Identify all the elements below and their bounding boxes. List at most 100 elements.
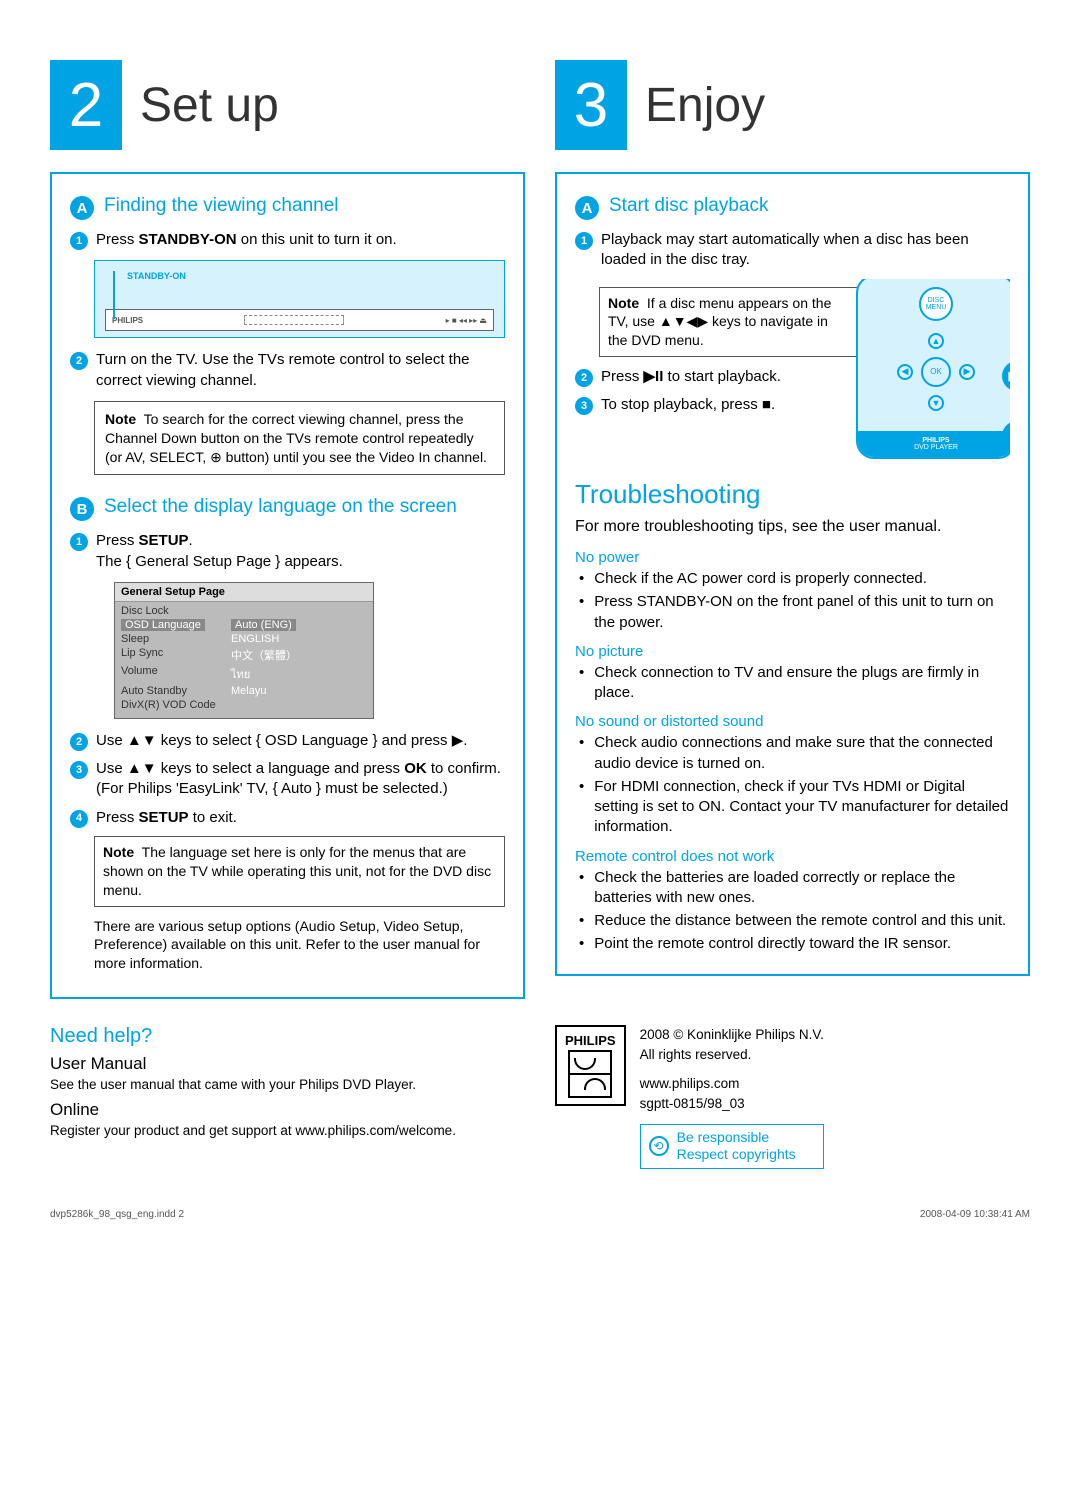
osd-row: SleepENGLISH [121, 632, 367, 646]
ts-item: Check if the AC power cord is properly c… [579, 569, 1010, 589]
dpad-icon: OK ▲ ▼ ◀ ▶ [891, 327, 981, 417]
indd-timestamp: 2008-04-09 10:38:41 AM [920, 1209, 1030, 1220]
step-c1-text: Playback may start automatically when a … [601, 230, 1010, 271]
copyright-info: 2008 © Koninklijke Philips N.V. All righ… [640, 1025, 824, 1168]
osd-cell: Volume [121, 664, 231, 684]
osd-row: Volumeไทย [121, 664, 367, 684]
step-a2: 2 Turn on the TV. Use the TVs remote con… [70, 350, 505, 391]
step-num-3c-icon: 3 [575, 397, 593, 415]
letter-badge-b: B [70, 497, 94, 521]
step-num-4b-icon: 4 [70, 810, 88, 828]
step-c3: 3 To stop playback, press ■. [575, 395, 848, 415]
troubleshooting-list: No powerCheck if the AC power cord is pr… [575, 549, 1010, 955]
right-arrow-icon: ▶ [959, 364, 975, 380]
troubleshooting-title: Troubleshooting [575, 479, 1010, 510]
ts-group-list: Check the batteries are loaded correctly… [575, 868, 1010, 955]
subsection-a2-title: Start disc playback [609, 194, 768, 218]
ts-group-list: Check audio connections and make sure th… [575, 733, 1010, 837]
disc-tray-icon [244, 315, 344, 325]
subsection-b-title: Select the display language on the scree… [104, 495, 457, 519]
osd-header: General Setup Page [115, 583, 373, 602]
philips-logo: PHILIPS [555, 1025, 626, 1106]
osd-body: Disc LockOSD LanguageAuto (ENG)SleepENGL… [115, 602, 373, 718]
ts-item: Check audio connections and make sure th… [579, 733, 1010, 774]
enjoy-title: Enjoy [645, 78, 765, 133]
copy-line: www.philips.com [640, 1074, 824, 1094]
t: . [189, 532, 193, 549]
dvd-unit-body: PHILIPS ▸ ■ ◂◂ ▸▸ ⏏ [105, 309, 494, 331]
step-b3-text: Use ▲▼ keys to select a language and pre… [96, 759, 505, 800]
step-num-2c-icon: 2 [575, 369, 593, 387]
osd-cell: Auto Standby [121, 684, 231, 698]
step-b1: 1 Press SETUP. The { General Setup Page … [70, 531, 505, 572]
t: SETUP [139, 532, 189, 549]
osd-row: Disc Lock [121, 604, 367, 618]
down-arrow-icon: ▼ [928, 395, 944, 411]
subsection-a-header: A Finding the viewing channel [70, 194, 505, 220]
unit-right-icons: ▸ ■ ◂◂ ▸▸ ⏏ [446, 316, 487, 325]
page: 2 Set up A Finding the viewing channel 1… [50, 60, 1030, 999]
t: The { General Setup Page } appears. [96, 553, 343, 570]
disc-menu-button-icon: DISCMENU [919, 287, 953, 321]
standby-on-label: STANDBY-ON [127, 271, 494, 281]
step-a2-text: Turn on the TV. Use the TVs remote contr… [96, 350, 505, 391]
step-c3-text: To stop playback, press ■. [601, 395, 848, 415]
step-b2-text: Use ▲▼ keys to select { OSD Language } a… [96, 731, 505, 751]
copy-line: 2008 © Koninklijke Philips N.V. [640, 1025, 824, 1045]
left-column: 2 Set up A Finding the viewing channel 1… [50, 60, 525, 999]
subsection-a-title: Finding the viewing channel [104, 194, 339, 218]
setup-header: 2 Set up [50, 60, 525, 150]
ts-item: For HDMI connection, check if your TVs H… [579, 777, 1010, 838]
step-a1: 1 Press STANDBY-ON on this unit to turn … [70, 230, 505, 250]
step-b2: 2 Use ▲▼ keys to select { OSD Language }… [70, 731, 505, 751]
up-arrow-icon: ▲ [928, 333, 944, 349]
ts-group-label: No picture [575, 643, 1010, 660]
remote-illustration: DISCMENU OK ▲ ▼ ◀ ▶ ▶II ■ [856, 279, 1010, 459]
note-language: Note The language set here is only for t… [94, 836, 505, 907]
step-num-1-icon: 1 [70, 232, 88, 250]
online-text: Register your product and get support at… [50, 1122, 525, 1140]
copyright-circle-icon: ⟲ [649, 1136, 669, 1156]
step-b4-text: Press SETUP to exit. [96, 808, 505, 828]
t: Respect copyrights [677, 1146, 796, 1164]
osd-cell: DivX(R) VOD Code [121, 698, 231, 712]
ts-group-list: Check connection to TV and ensure the pl… [575, 663, 1010, 704]
setup-panel: A Finding the viewing channel 1 Press ST… [50, 172, 525, 999]
step-a1-text: Press STANDBY-ON on this unit to turn it… [96, 230, 505, 250]
user-manual-title: User Manual [50, 1054, 525, 1074]
philips-shield-icon [568, 1050, 612, 1098]
page-footer: Need help? User Manual See the user manu… [50, 1025, 1030, 1168]
osd-menu-screenshot: General Setup Page Disc LockOSD Language… [114, 582, 374, 719]
osd-cell: Melayu [231, 684, 266, 698]
step-num-2b-icon: 2 [70, 733, 88, 751]
osd-row: Lip Sync中文（繁體） [121, 646, 367, 664]
ts-item: Point the remote control directly toward… [579, 934, 1010, 954]
remote-brand: PHILIPS DVD PLAYER [858, 431, 1010, 457]
step-c1: 1 Playback may start automatically when … [575, 230, 1010, 271]
ts-group-list: Check if the AC power cord is properly c… [575, 569, 1010, 633]
osd-cell: 中文（繁體） [231, 646, 297, 664]
left-arrow-icon: ◀ [897, 364, 913, 380]
t: DVD PLAYER [914, 444, 958, 451]
subsection-b-header: B Select the display language on the scr… [70, 495, 505, 521]
side-buttons: ▶II ■ [1002, 361, 1010, 451]
ts-item: Reduce the distance between the remote c… [579, 911, 1010, 931]
indd-filename: dvp5286k_98_qsg_eng.indd 2 [50, 1209, 184, 1220]
user-manual-text: See the user manual that came with your … [50, 1076, 525, 1094]
setup-outro: There are various setup options (Audio S… [94, 917, 505, 974]
setup-title: Set up [140, 78, 279, 133]
ts-item: Check the batteries are loaded correctly… [579, 868, 1010, 909]
osd-cell: ENGLISH [231, 632, 279, 646]
ts-group-label: Remote control does not work [575, 848, 1010, 865]
step-num-1b-icon: 1 [70, 533, 88, 551]
print-marks: dvp5286k_98_qsg_eng.indd 2 2008-04-09 10… [50, 1209, 1030, 1220]
respect-copyrights-box: ⟲ Be responsible Respect copyrights [640, 1124, 824, 1169]
step-num-1c-icon: 1 [575, 232, 593, 250]
need-help-title: Need help? [50, 1025, 525, 1048]
osd-row: OSD LanguageAuto (ENG) [121, 618, 367, 632]
enjoy-panel: A Start disc playback 1 Playback may sta… [555, 172, 1030, 976]
brand-mark: PHILIPS [112, 316, 143, 325]
t: SETUP [139, 809, 189, 826]
t: Press [96, 809, 139, 826]
step-b4: 4 Press SETUP to exit. [70, 808, 505, 828]
